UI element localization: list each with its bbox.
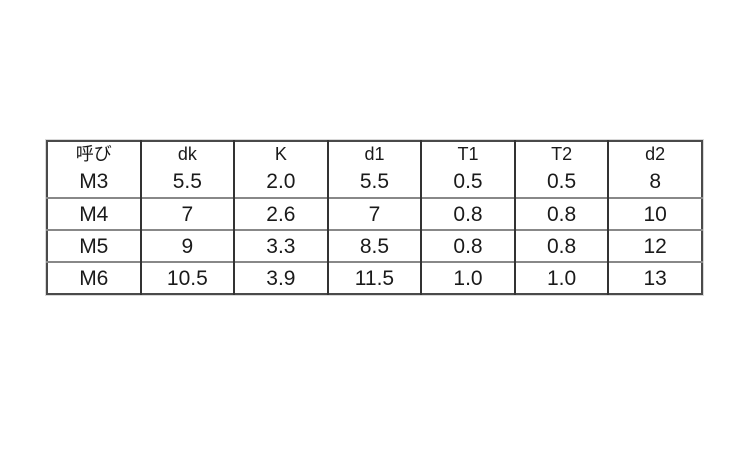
table-cell: 9	[139, 229, 235, 262]
table-cell: 0.5	[513, 166, 609, 198]
table-cell: 7	[139, 197, 235, 230]
table-cell: 2.0	[233, 166, 328, 198]
table-cell: 0.8	[420, 197, 515, 230]
spec-table: 呼び dk K d1 T1 T2 d2 M3 5.5 2.0 5.5 0.5 0…	[46, 140, 703, 295]
table-cell: 3.3	[233, 229, 328, 262]
table-row-m4: M4 7 2.6 7 0.8 0.8 10	[47, 197, 702, 230]
table-cell: 1.0	[420, 261, 515, 294]
table-cell: 3.9	[233, 261, 328, 294]
table-cell: 10.5	[139, 261, 235, 294]
table-cell: M5	[47, 229, 141, 262]
table-cell: 13	[607, 261, 702, 294]
table-cell: M6	[47, 261, 141, 294]
table-cell: M4	[47, 197, 141, 230]
table-row-m5: M5 9 3.3 8.5 0.8 0.8 12	[47, 229, 702, 262]
table-cell: 5.5	[326, 166, 422, 198]
table-body: M3 5.5 2.0 5.5 0.5 0.5 8 M4 7 2.6 7 0.8 …	[47, 166, 702, 294]
table-row-m6: M6 10.5 3.9 11.5 1.0 1.0 13	[47, 261, 702, 294]
table-cell: 0.8	[513, 229, 609, 262]
table-cell: 0.8	[420, 229, 515, 262]
column-header-d1: d1	[326, 141, 422, 166]
column-header-t1: T1	[420, 141, 515, 166]
table-header-row: 呼び dk K d1 T1 T2 d2	[47, 141, 702, 166]
table-cell: 8.5	[326, 229, 422, 262]
table-cell: 1.0	[513, 261, 609, 294]
column-header-d2: d2	[607, 141, 702, 166]
table-row-m3: M3 5.5 2.0 5.5 0.5 0.5 8	[47, 166, 702, 198]
table-cell: 11.5	[326, 261, 422, 294]
column-header-name: 呼び	[75, 144, 112, 164]
table-cell: M3	[79, 170, 109, 193]
column-header-t2: T2	[513, 141, 609, 166]
table-cell: 0.5	[420, 166, 515, 198]
table-cell: 0.8	[513, 197, 609, 230]
column-header-dk: dk	[139, 141, 235, 166]
table-cell: 2.6	[233, 197, 328, 230]
table-cell: 10	[607, 197, 702, 230]
table-cell: 7	[326, 197, 422, 230]
table-cell: 12	[607, 229, 702, 262]
table-header: 呼び dk K d1 T1 T2 d2	[47, 141, 702, 166]
column-header-k: K	[233, 141, 328, 166]
table-cell: 8	[607, 166, 702, 198]
table-cell: 5.5	[139, 166, 235, 198]
